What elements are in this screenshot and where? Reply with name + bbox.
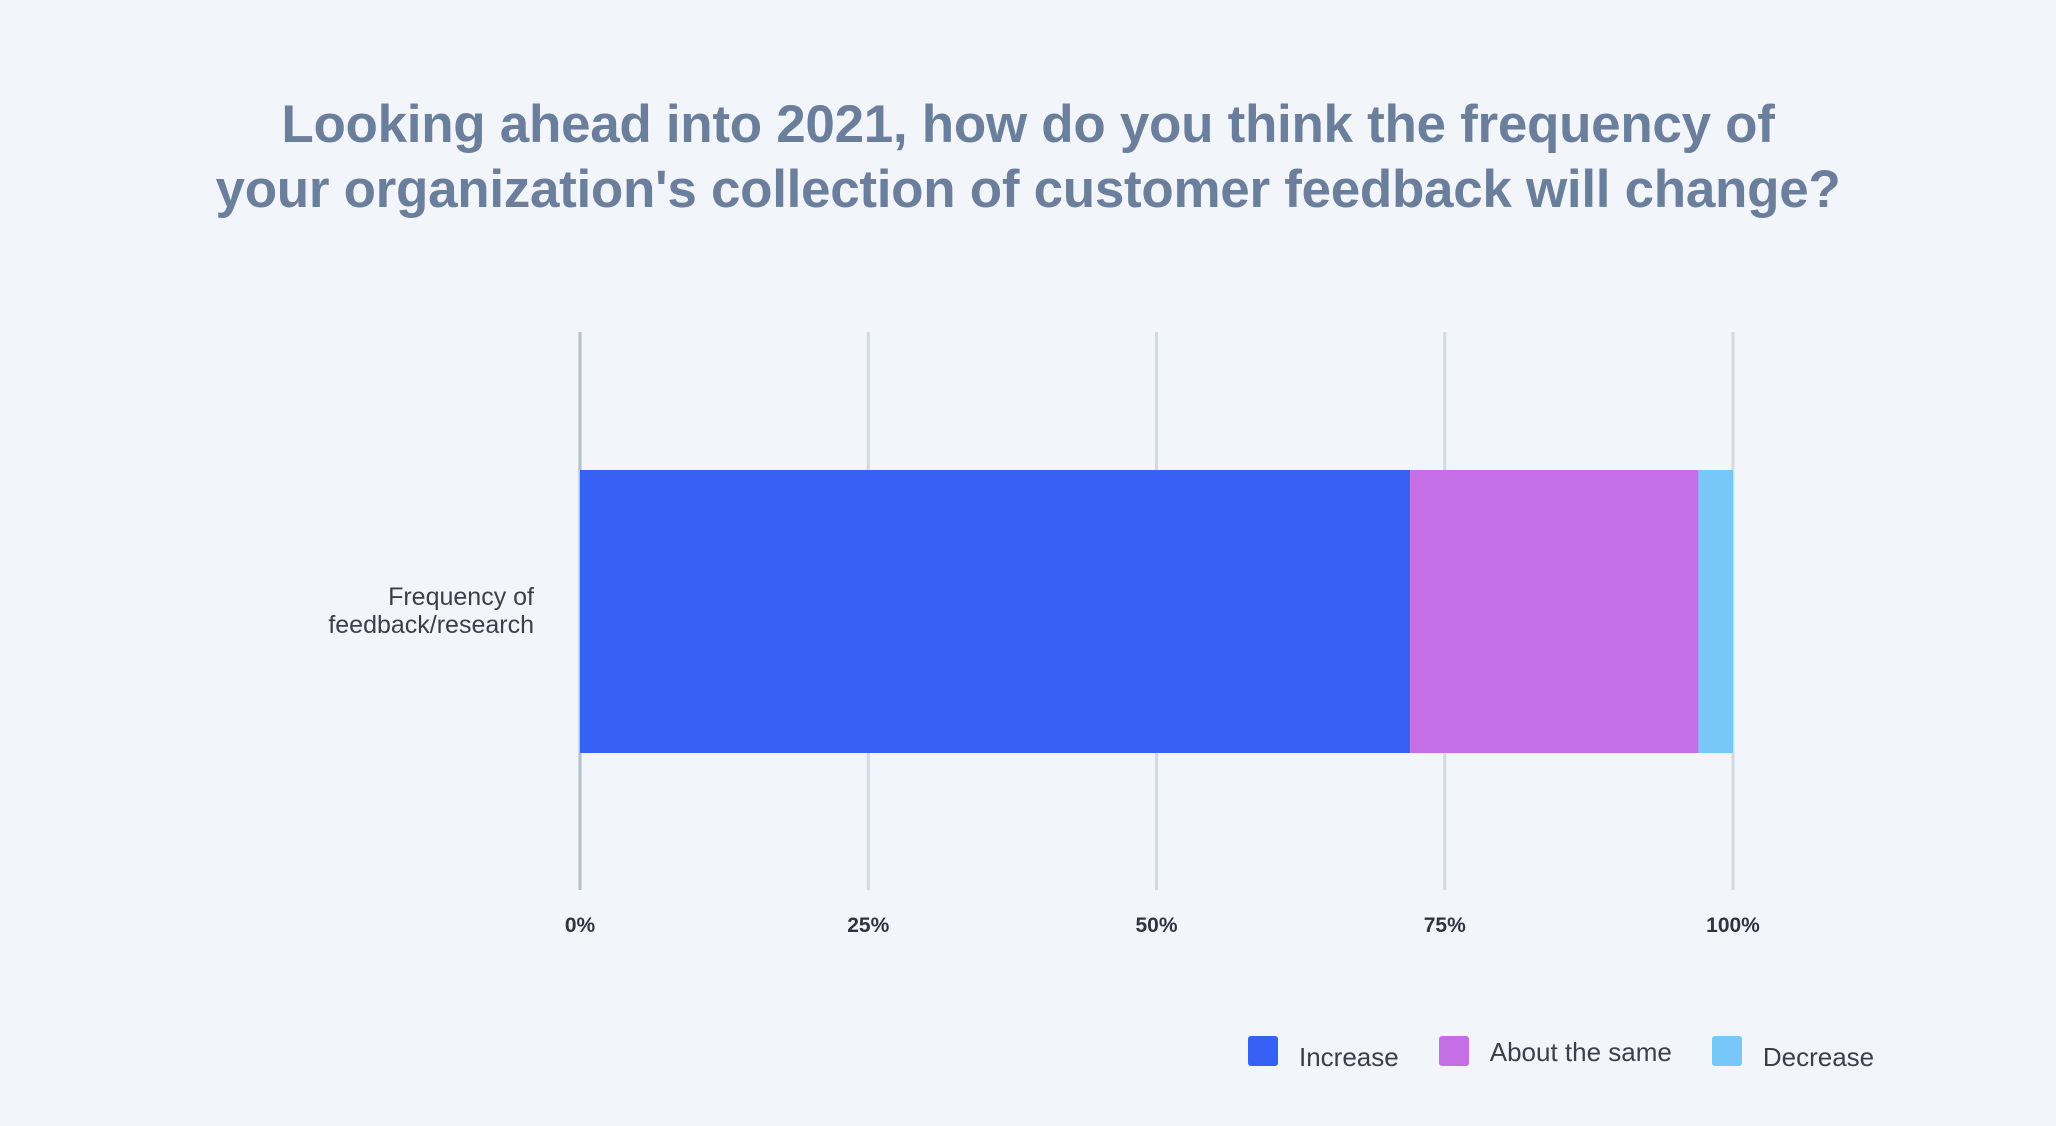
chart-title-line-2: your organization's collection of custom… — [215, 160, 1841, 219]
category-label: Frequency of feedback/research — [328, 583, 534, 639]
legend-swatch-about-the-same — [1438, 1035, 1469, 1066]
legend-label-about-the-same: About the same — [1489, 1037, 1672, 1067]
legend-item-decrease[interactable]: Decrease — [1711, 1028, 1875, 1073]
x-tick-label-50: 50% — [1135, 914, 1177, 937]
chart-title: Looking ahead into 2021, how do you thin… — [0, 92, 2056, 222]
x-tick-label-75: 75% — [1424, 914, 1466, 937]
bar-segment-decrease[interactable] — [1698, 470, 1733, 753]
category-label-line-2: feedback/research — [328, 611, 534, 639]
legend-swatch-decrease — [1711, 1035, 1742, 1066]
legend-item-increase[interactable]: Increase — [1248, 1028, 1399, 1073]
bar-segment-increase[interactable] — [580, 470, 1411, 753]
x-tick-label-25: 25% — [847, 914, 889, 937]
legend-label-decrease: Decrease — [1762, 1042, 1875, 1072]
legend-swatch-increase — [1248, 1035, 1278, 1066]
x-tick-label-100: 100% — [1706, 914, 1760, 937]
category-label-line-1: Frequency of — [388, 583, 534, 611]
bar-segment-about-the-same[interactable] — [1410, 470, 1699, 753]
legend-label-increase: Increase — [1299, 1042, 1399, 1072]
legend: Increase About the same Decrease — [1248, 1028, 1914, 1073]
x-tick-label-0: 0% — [565, 914, 596, 937]
chart-title-line-1: Looking ahead into 2021, how do you thin… — [281, 95, 1775, 154]
legend-item-about-the-same[interactable]: About the same — [1438, 1033, 1672, 1068]
